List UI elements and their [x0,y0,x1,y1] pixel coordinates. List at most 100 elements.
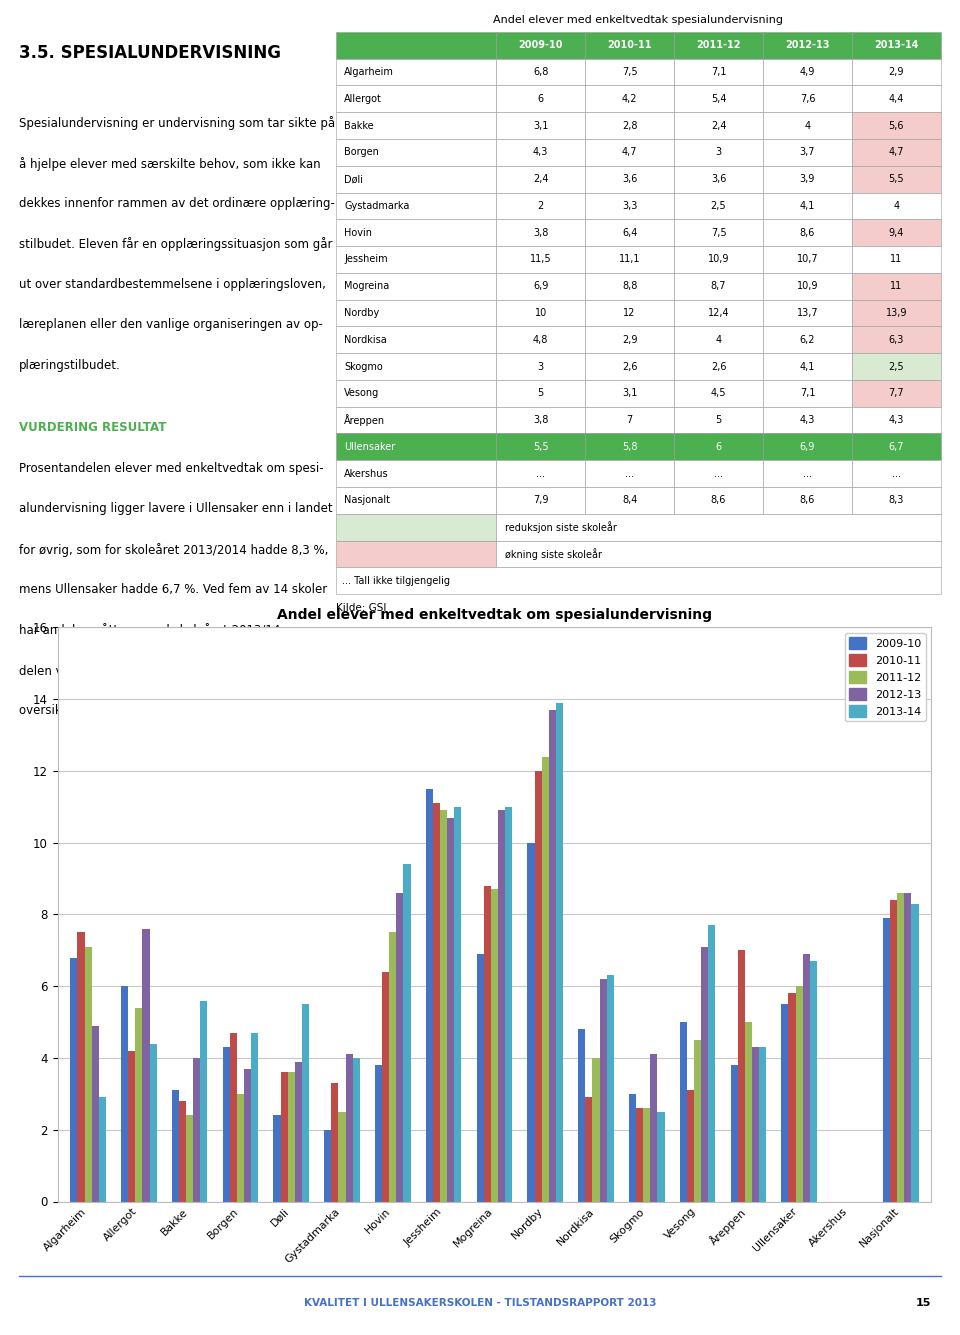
Bar [336,380,496,407]
Bar [731,1065,737,1202]
Text: 2,5: 2,5 [710,202,727,211]
Bar [403,864,411,1202]
Bar [586,1097,592,1202]
Text: 2,8: 2,8 [622,120,637,131]
Bar [496,139,586,166]
Text: 4,9: 4,9 [800,67,815,77]
Text: ...: ... [537,469,545,479]
Bar [336,567,941,594]
Bar [336,219,496,246]
Text: Allergot: Allergot [344,93,382,104]
Text: ...: ... [803,469,812,479]
Bar [852,166,941,192]
Text: Gystadmarka: Gystadmarka [344,202,409,211]
Text: 8,6: 8,6 [710,495,726,506]
Text: stilbudet. Eleven får en opplæringssituasjon som går: stilbudet. Eleven får en opplæringssitua… [19,238,333,251]
Text: 3: 3 [538,362,543,371]
Text: 5: 5 [538,388,544,398]
Bar [496,166,586,192]
Text: 6: 6 [715,442,722,451]
Bar [674,85,763,112]
Bar [454,806,462,1202]
Bar [658,1112,664,1202]
Text: 2,9: 2,9 [622,335,637,344]
Bar [142,929,150,1202]
Text: 7: 7 [627,415,633,425]
Text: alundervisning ligger lavere i Ullensaker enn i landet: alundervisning ligger lavere i Ullensake… [19,502,333,515]
Bar [331,1083,339,1202]
Text: Åreppen: Åreppen [344,414,385,426]
Bar [541,757,549,1202]
Bar [527,842,535,1202]
Text: oversikt siste fem år.: oversikt siste fem år. [19,704,143,717]
Text: 2,4: 2,4 [710,120,727,131]
Bar [91,1025,99,1202]
Bar [781,1004,788,1202]
Bar [586,85,674,112]
Bar [336,487,496,514]
Bar [172,1091,179,1202]
Bar [904,893,911,1202]
Text: 3: 3 [715,147,722,158]
Text: 4,4: 4,4 [889,93,904,104]
Text: 8,6: 8,6 [800,495,815,506]
Bar [796,987,803,1202]
Text: 4,1: 4,1 [800,202,815,211]
Bar [852,246,941,272]
Bar [763,380,852,407]
Bar [890,900,898,1202]
Text: 2,6: 2,6 [710,362,727,371]
Text: 3,8: 3,8 [533,415,548,425]
Bar [193,1057,201,1202]
Bar [629,1093,636,1202]
Bar [179,1101,186,1202]
Bar [586,487,674,514]
Bar [496,85,586,112]
Text: 5,4: 5,4 [710,93,727,104]
Bar [324,1129,331,1202]
Bar [535,770,541,1202]
Text: Ullensaker: Ullensaker [344,442,396,451]
Bar [803,955,810,1202]
Bar [244,1069,252,1202]
Bar [586,192,674,219]
Bar [336,59,496,85]
Text: 4,5: 4,5 [710,388,727,398]
Bar [274,1116,280,1202]
Text: ...: ... [892,469,900,479]
Bar [505,806,513,1202]
Bar [680,1023,687,1202]
Text: 3,9: 3,9 [800,174,815,184]
Text: 7,5: 7,5 [710,228,727,238]
Text: 10: 10 [535,308,547,318]
Bar [852,32,941,59]
Bar [496,32,586,59]
Bar [763,166,852,192]
Bar [201,1001,207,1202]
Text: 2013-14: 2013-14 [875,40,919,51]
Bar [852,139,941,166]
Text: 11,1: 11,1 [619,255,640,264]
Bar [496,272,586,299]
Text: 6,3: 6,3 [889,335,904,344]
Text: 3,1: 3,1 [622,388,637,398]
Bar [759,1047,766,1202]
Bar [852,487,941,514]
Bar [301,1004,309,1202]
Bar [852,272,941,299]
Text: 11: 11 [890,255,902,264]
Bar [129,1051,135,1202]
Bar [496,326,586,354]
Text: 9,4: 9,4 [889,228,904,238]
Bar [288,1072,295,1202]
Text: har andelen gått noe ned skoleåret 2013/14, mens an-: har andelen gått noe ned skoleåret 2013/… [19,623,344,637]
Bar [84,947,91,1202]
Bar [674,380,763,407]
Text: 5: 5 [715,415,722,425]
Text: 6,4: 6,4 [622,228,637,238]
Bar [336,434,496,461]
Bar [852,299,941,326]
Text: ...: ... [625,469,635,479]
Bar [592,1057,600,1202]
Text: KVALITET I ULLENSAKERSKOLEN - TILSTANDSRAPPORT 2013: KVALITET I ULLENSAKERSKOLEN - TILSTANDSR… [303,1298,657,1308]
